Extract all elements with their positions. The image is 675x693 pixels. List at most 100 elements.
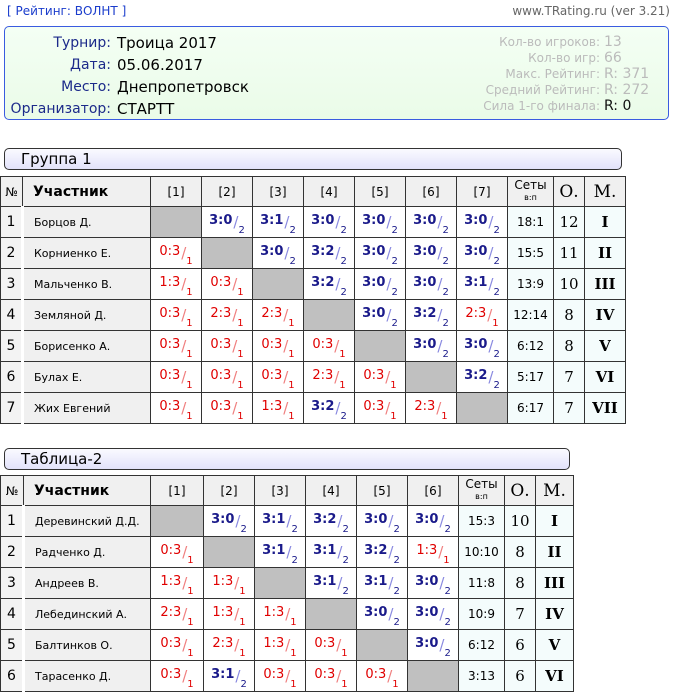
match-loss-cell[interactable]: 0:3/1 (305, 629, 357, 661)
rating-link[interactable]: [ Рейтинг: ВОЛНТ ] (7, 4, 127, 18)
player-name[interactable]: Жих Евгений (21, 392, 151, 424)
match-win-cell[interactable]: 3:0/2 (356, 598, 408, 630)
match-win-cell[interactable]: 3:2/2 (356, 536, 408, 568)
match-win-cell[interactable]: 3:0/2 (405, 206, 457, 238)
match-loss-cell[interactable]: 2:3/1 (252, 299, 304, 331)
match-win-cell[interactable]: 3:1/2 (305, 536, 357, 568)
match-score: 3:0 (415, 636, 439, 651)
match-win-cell[interactable]: 3:0/2 (407, 567, 459, 599)
match-loss-cell[interactable]: 1:3/1 (254, 629, 306, 661)
match-win-cell[interactable]: 3:0/2 (354, 206, 406, 238)
player-name[interactable]: Балтинков О. (22, 629, 151, 661)
match-win-cell[interactable]: 3:0/2 (456, 330, 508, 362)
match-loss-cell[interactable]: 0:3/1 (356, 660, 408, 692)
player-name[interactable]: Тарасенко Д. (22, 660, 151, 692)
site-version: www.TRating.ru (ver 3.21) (512, 4, 670, 18)
match-win-cell[interactable]: 3:2/2 (305, 505, 357, 537)
match-win-cell[interactable]: 3:2/2 (303, 392, 355, 424)
match-points: 1 (290, 648, 297, 659)
match-loss-cell[interactable]: 1:3/1 (203, 567, 255, 599)
match-win-cell[interactable]: 3:0/2 (354, 268, 406, 300)
match-win-cell[interactable]: 3:2/2 (405, 299, 457, 331)
match-loss-cell[interactable]: 1:3/1 (150, 567, 204, 599)
match-loss-cell[interactable]: 2:3/1 (303, 361, 355, 393)
match-win-cell[interactable]: 3:0/2 (405, 268, 457, 300)
match-loss-cell[interactable]: 0:3/1 (354, 361, 406, 393)
match-loss-cell[interactable]: 0:3/1 (252, 361, 304, 393)
match-loss-cell[interactable]: 2:3/1 (201, 299, 253, 331)
match-loss-cell[interactable]: 0:3/1 (150, 299, 202, 331)
match-loss-cell[interactable]: 2:3/1 (203, 629, 255, 661)
match-win-cell[interactable]: 3:0/2 (456, 206, 508, 238)
match-win-cell[interactable]: 3:2/2 (303, 237, 355, 269)
match-loss-cell[interactable]: 2:3/1 (405, 392, 457, 424)
match-loss-cell[interactable]: 0:3/1 (150, 237, 202, 269)
match-loss-cell[interactable]: 0:3/1 (150, 629, 204, 661)
player-name[interactable]: Деревинский Д.Д. (22, 505, 151, 537)
score-slash: / (439, 512, 445, 530)
player-name[interactable]: Радченко Д. (22, 536, 151, 568)
match-loss-cell[interactable]: 1:3/1 (407, 536, 459, 568)
match-win-cell[interactable]: 3:0/2 (407, 598, 459, 630)
match-score: 0:3 (312, 337, 334, 352)
match-loss-cell[interactable]: 0:3/1 (150, 660, 204, 692)
match-win-cell[interactable]: 3:0/2 (456, 237, 508, 269)
match-loss-cell[interactable]: 0:3/1 (305, 660, 357, 692)
points-total: 8 (553, 330, 585, 362)
match-loss-cell[interactable]: 0:3/1 (201, 268, 253, 300)
row-number: 3 (0, 268, 23, 300)
match-loss-cell[interactable]: 0:3/1 (201, 392, 253, 424)
player-name[interactable]: Борцов Д. (21, 206, 151, 238)
match-loss-cell[interactable]: 2:3/1 (150, 598, 204, 630)
player-name[interactable]: Мальченко В. (21, 268, 151, 300)
match-win-cell[interactable]: 3:0/2 (407, 505, 459, 537)
match-points: 2 (240, 524, 247, 535)
match-loss-cell[interactable]: 0:3/1 (303, 330, 355, 362)
match-win-cell[interactable]: 3:0/2 (405, 237, 457, 269)
match-loss-cell[interactable]: 0:3/1 (252, 330, 304, 362)
match-win-cell[interactable]: 3:2/2 (303, 268, 355, 300)
match-loss-cell[interactable]: 1:3/1 (203, 598, 255, 630)
match-points: 1 (186, 411, 193, 422)
player-name[interactable]: Земляной Д. (21, 299, 151, 331)
match-loss-cell[interactable]: 1:3/1 (150, 268, 202, 300)
match-win-cell[interactable]: 3:0/2 (252, 237, 304, 269)
match-win-cell[interactable]: 3:0/2 (354, 299, 406, 331)
match-win-cell[interactable]: 3:0/2 (407, 629, 459, 661)
match-loss-cell[interactable]: 0:3/1 (150, 536, 204, 568)
match-loss-cell[interactable]: 0:3/1 (254, 660, 306, 692)
column-header-player: Участник (23, 475, 151, 506)
player-name[interactable]: Лебединский А. (22, 598, 151, 630)
player-name[interactable]: Андреев В. (22, 567, 151, 599)
match-win-cell[interactable]: 3:1/2 (456, 268, 508, 300)
match-loss-cell[interactable]: 2:3/1 (456, 299, 508, 331)
match-loss-cell[interactable]: 0:3/1 (150, 361, 202, 393)
match-loss-cell[interactable]: 0:3/1 (201, 361, 253, 393)
match-win-cell[interactable]: 3:1/2 (305, 567, 357, 599)
match-win-cell[interactable]: 3:0/2 (203, 505, 255, 537)
player-name[interactable]: Булах Е. (21, 361, 151, 393)
match-win-cell[interactable]: 3:0/2 (201, 206, 253, 238)
player-name[interactable]: Корниенко Е. (21, 237, 151, 269)
match-win-cell[interactable]: 3:0/2 (405, 330, 457, 362)
match-win-cell[interactable]: 3:0/2 (356, 505, 408, 537)
match-win-cell[interactable]: 3:1/2 (252, 206, 304, 238)
match-loss-cell[interactable]: 1:3/1 (254, 598, 306, 630)
match-win-cell[interactable]: 3:1/2 (254, 536, 306, 568)
match-win-cell[interactable]: 3:0/2 (303, 206, 355, 238)
player-name[interactable]: Борисенко А. (21, 330, 151, 362)
match-win-cell[interactable]: 3:1/2 (203, 660, 255, 692)
final-place: IV (535, 598, 574, 630)
match-loss-cell[interactable]: 0:3/1 (150, 330, 202, 362)
match-win-cell[interactable]: 3:2/2 (456, 361, 508, 393)
score-slash: / (388, 605, 394, 623)
match-win-cell[interactable]: 3:1/2 (254, 505, 306, 537)
match-loss-cell[interactable]: 1:3/1 (252, 392, 304, 424)
column-header-opponent: [3] (254, 475, 306, 506)
match-loss-cell[interactable]: 0:3/1 (201, 330, 253, 362)
score-slash: / (487, 306, 493, 324)
match-win-cell[interactable]: 3:0/2 (354, 237, 406, 269)
match-loss-cell[interactable]: 0:3/1 (354, 392, 406, 424)
match-loss-cell[interactable]: 0:3/1 (150, 392, 202, 424)
match-win-cell[interactable]: 3:1/2 (356, 567, 408, 599)
